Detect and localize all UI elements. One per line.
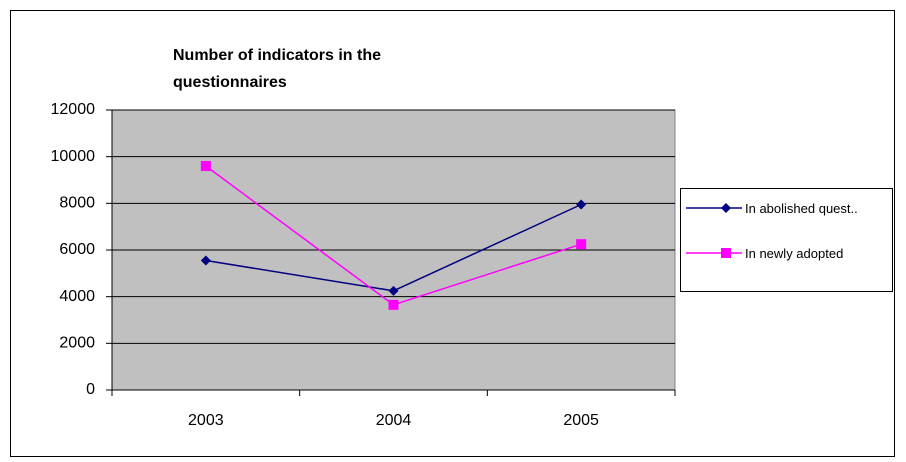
marker: [388, 285, 399, 296]
legend-label-box: In abolished quest..: [745, 201, 858, 216]
x-tick-label: 2004: [376, 412, 412, 429]
chart-title: Number of indicators in the questionnair…: [173, 47, 382, 91]
y-tick-label: 10000: [51, 148, 96, 165]
x-tick-label: 2003: [188, 412, 224, 429]
legend-label-box: In newly adopted: [745, 246, 844, 261]
y-tick-label: 0: [86, 381, 95, 398]
marker: [200, 255, 211, 266]
marker: [576, 199, 587, 210]
marker: [721, 248, 731, 258]
y-tick-label: 8000: [59, 195, 95, 212]
y-tick-label: 2000: [59, 335, 95, 352]
y-tick-label: 6000: [59, 241, 95, 258]
x-tick-label: 2005: [563, 412, 599, 429]
legend-label: In abolished quest..: [745, 201, 858, 216]
title-box: Number of indicators in the questionnair…: [173, 47, 382, 91]
legend-box: [680, 188, 893, 292]
marker: [721, 203, 731, 213]
marker: [388, 299, 399, 310]
marker: [576, 239, 587, 250]
y-tick-label: 12000: [51, 101, 96, 118]
y-tick-label: 4000: [59, 288, 95, 305]
marker: [200, 161, 211, 171]
legend-label: In newly adopted: [745, 246, 844, 261]
